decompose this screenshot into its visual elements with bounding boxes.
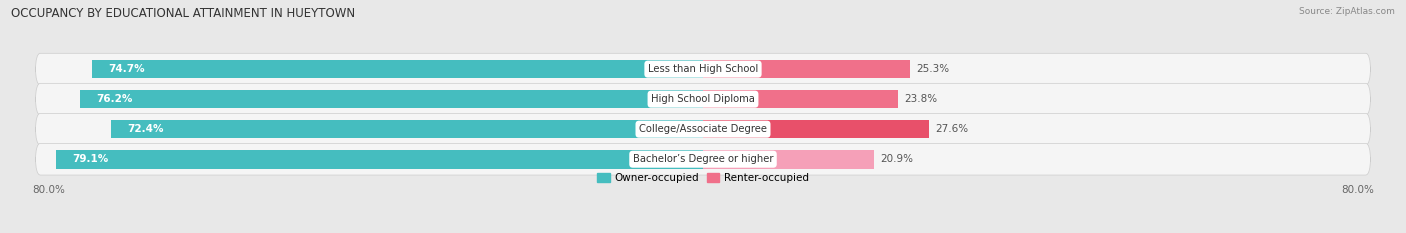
Text: 23.8%: 23.8% [904, 94, 938, 104]
Text: Source: ZipAtlas.com: Source: ZipAtlas.com [1299, 7, 1395, 16]
Text: 20.9%: 20.9% [880, 154, 914, 164]
Text: 76.2%: 76.2% [96, 94, 132, 104]
Bar [703, 90, 897, 109]
FancyBboxPatch shape [35, 113, 1371, 145]
Text: College/Associate Degree: College/Associate Degree [638, 124, 768, 134]
FancyBboxPatch shape [35, 83, 1371, 115]
Text: 79.1%: 79.1% [72, 154, 108, 164]
Bar [703, 60, 910, 79]
Text: 27.6%: 27.6% [935, 124, 969, 134]
Bar [91, 60, 703, 79]
Text: 25.3%: 25.3% [917, 64, 949, 74]
Text: Less than High School: Less than High School [648, 64, 758, 74]
Text: Bachelor’s Degree or higher: Bachelor’s Degree or higher [633, 154, 773, 164]
Text: OCCUPANCY BY EDUCATIONAL ATTAINMENT IN HUEYTOWN: OCCUPANCY BY EDUCATIONAL ATTAINMENT IN H… [11, 7, 356, 20]
Text: 74.7%: 74.7% [108, 64, 145, 74]
Text: High School Diploma: High School Diploma [651, 94, 755, 104]
Bar [703, 150, 875, 168]
Bar [111, 120, 703, 138]
FancyBboxPatch shape [35, 143, 1371, 175]
Text: 72.4%: 72.4% [127, 124, 163, 134]
Legend: Owner-occupied, Renter-occupied: Owner-occupied, Renter-occupied [593, 169, 813, 187]
FancyBboxPatch shape [35, 53, 1371, 85]
Bar [56, 150, 703, 168]
Bar [80, 90, 703, 109]
Bar [703, 120, 929, 138]
